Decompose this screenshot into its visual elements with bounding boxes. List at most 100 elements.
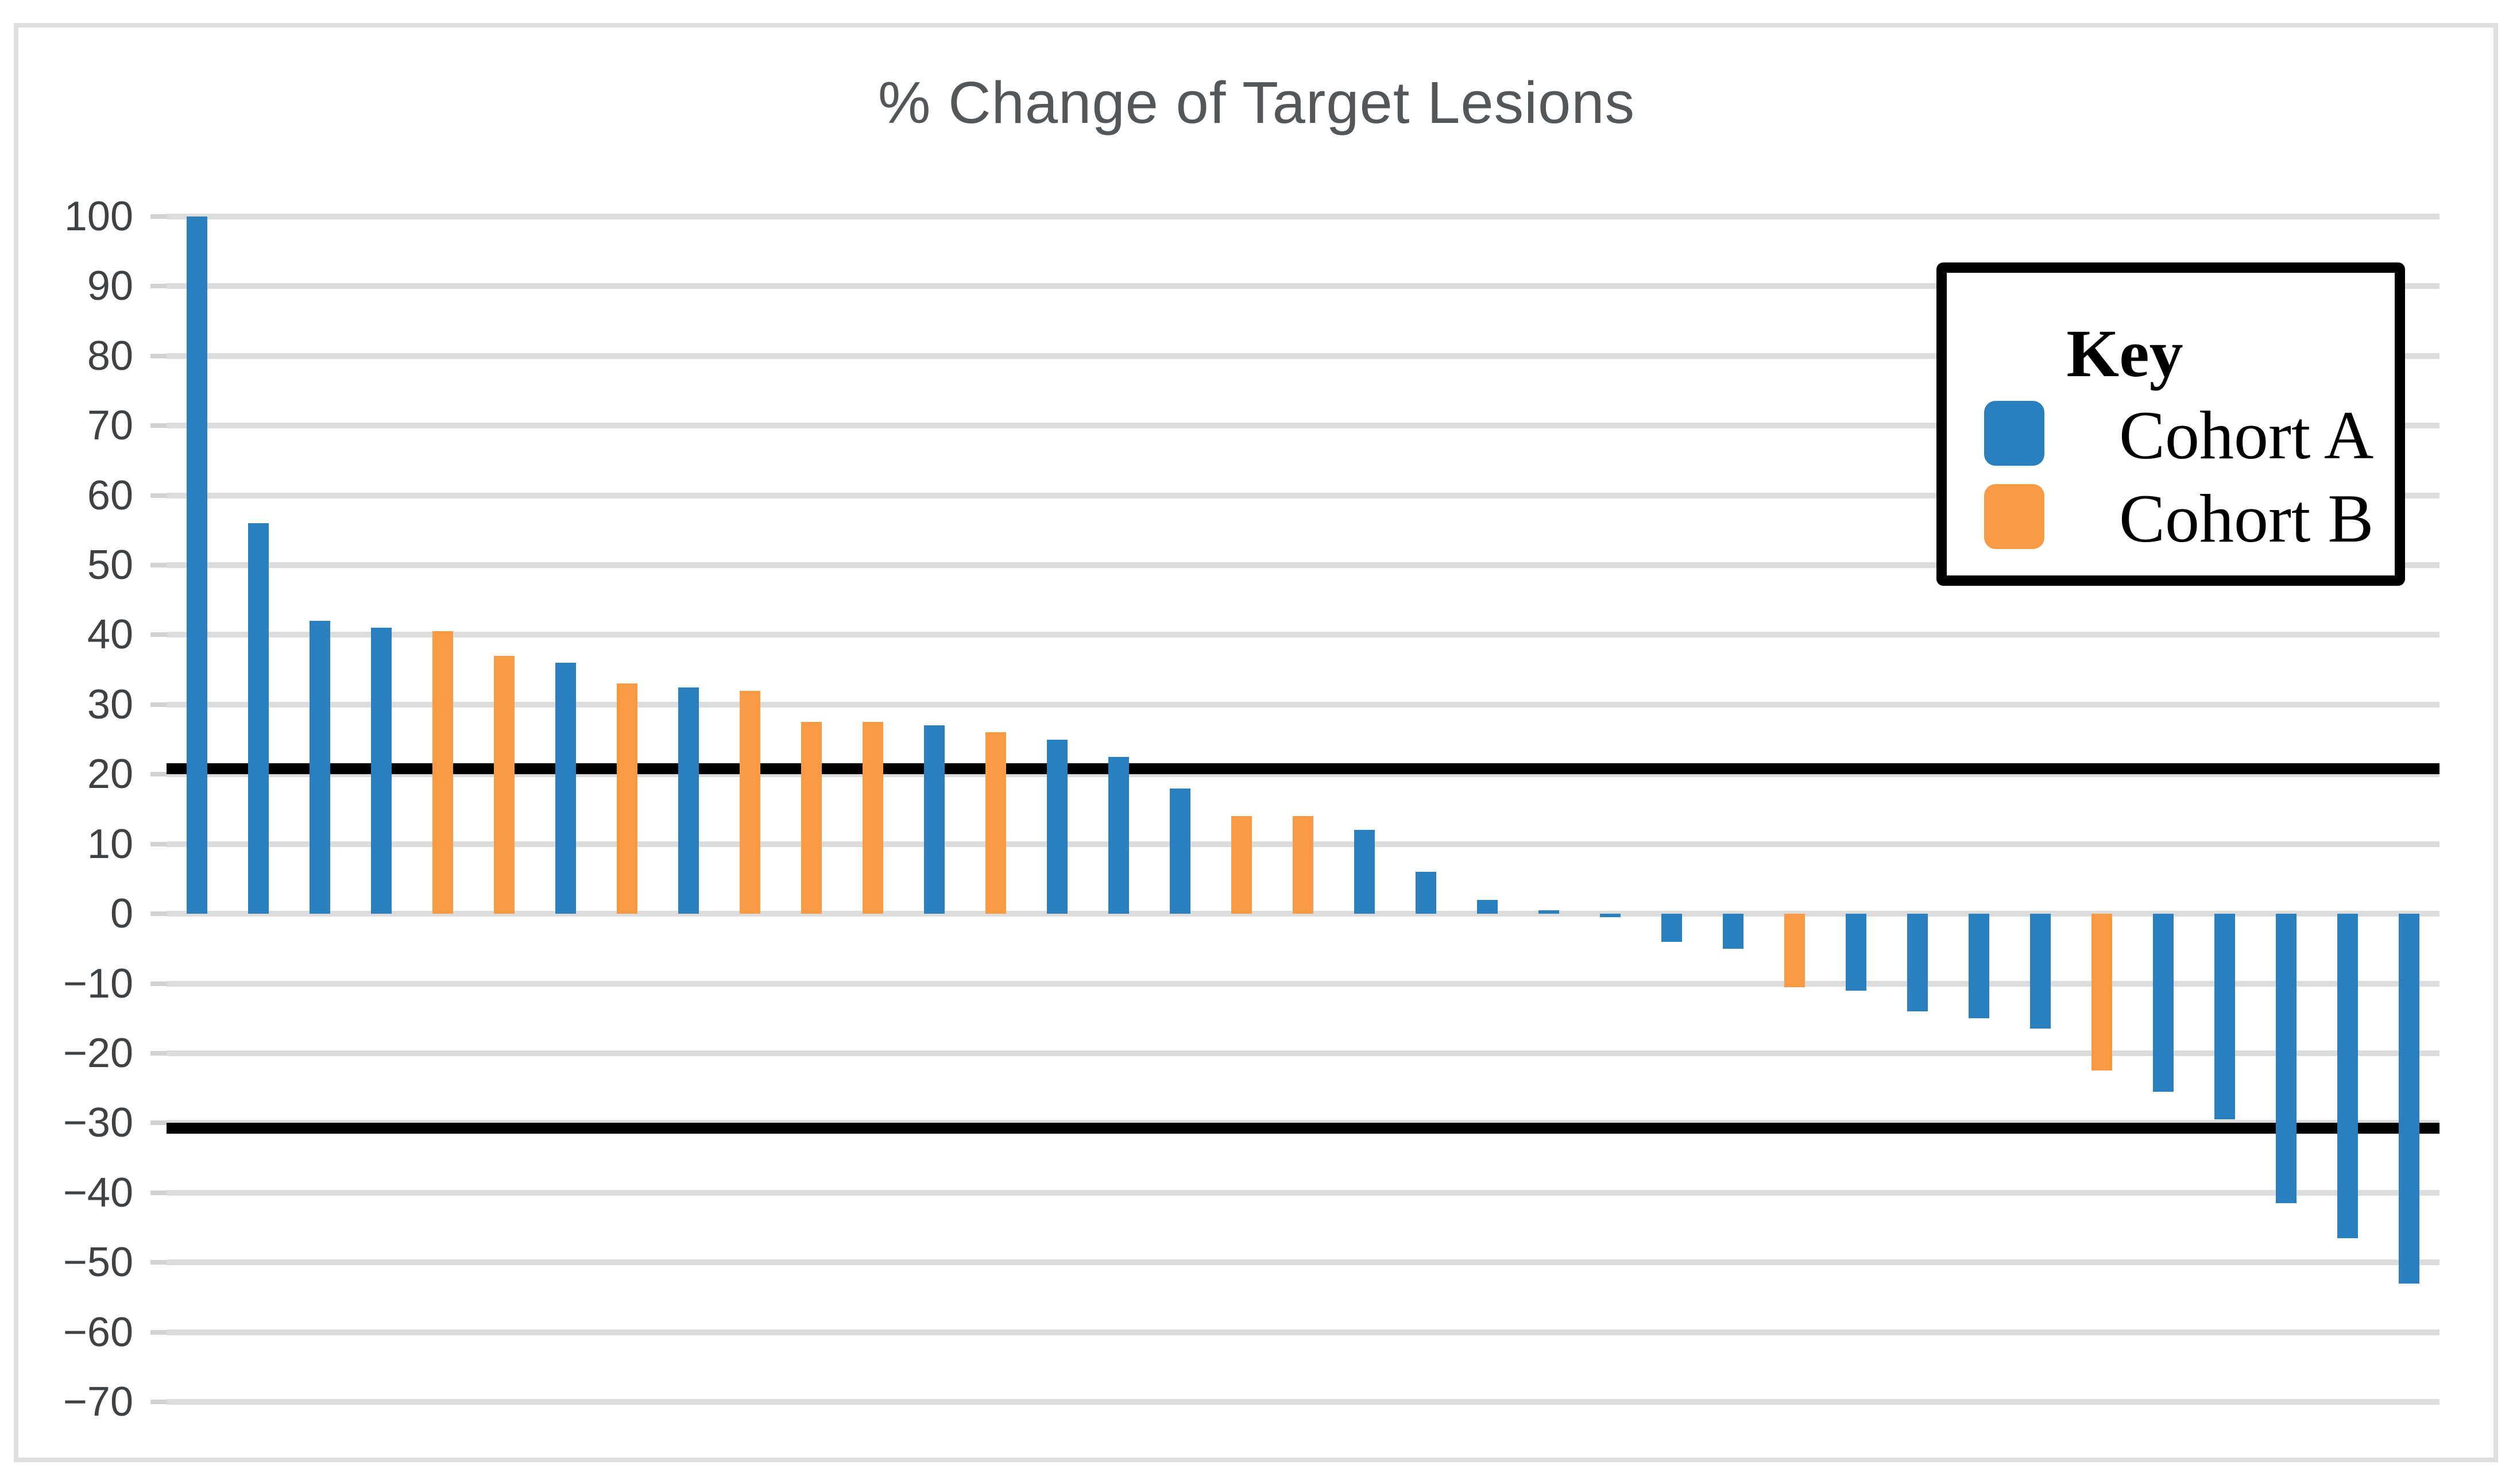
y-tick-label: −30	[63, 1100, 133, 1146]
y-tick	[150, 284, 167, 289]
y-tick-label: −10	[63, 960, 133, 1007]
y-tick-label: 0	[110, 891, 133, 937]
y-tick	[150, 1260, 167, 1265]
waterfall-bar-19-cohort-b	[1293, 816, 1313, 914]
y-tick	[150, 772, 167, 777]
waterfall-bar-23-cohort-a	[1538, 910, 1559, 914]
y-tick	[150, 702, 167, 707]
y-tick	[150, 423, 167, 428]
y-tick-label: 50	[87, 542, 133, 589]
waterfall-bar-37-cohort-a	[2398, 914, 2419, 1284]
y-tick-label: 100	[64, 194, 133, 239]
waterfall-bar-24-cohort-a	[1599, 914, 1621, 918]
y-tick	[150, 981, 167, 986]
legend-label-cohort-a: Cohort A	[2119, 397, 2374, 473]
waterfall-bar-22-cohort-a	[1476, 899, 1498, 914]
y-tick	[150, 632, 167, 637]
waterfall-bar-9-cohort-a	[678, 687, 699, 914]
y-tick	[150, 841, 167, 847]
waterfall-bar-31-cohort-a	[2029, 914, 2051, 1029]
gridline	[167, 283, 2439, 289]
y-tick	[150, 1330, 167, 1335]
waterfall-bar-18-cohort-b	[1231, 816, 1252, 914]
gridline	[167, 1050, 2439, 1056]
waterfall-bar-30-cohort-a	[1968, 914, 1989, 1019]
waterfall-bar-27-cohort-b	[1784, 914, 1805, 987]
y-tick-label: 20	[87, 751, 133, 798]
waterfall-bar-16-cohort-a	[1108, 756, 1130, 914]
gridline	[167, 1399, 2439, 1405]
gridline	[167, 1329, 2439, 1335]
threshold-line-upper	[167, 763, 2439, 775]
waterfall-bar-13-cohort-a	[924, 725, 945, 914]
legend-row-cohort-a: Cohort A	[1947, 401, 2395, 476]
waterfall-bar-5-cohort-b	[432, 631, 454, 914]
waterfall-bar-6-cohort-b	[494, 655, 515, 914]
y-tick-label: −20	[63, 1030, 133, 1076]
threshold-line-lower	[167, 1123, 2439, 1134]
y-tick	[150, 563, 167, 568]
gridline	[167, 1259, 2439, 1266]
gridline	[167, 214, 2439, 219]
gridline	[167, 492, 2439, 498]
gridline	[167, 423, 2439, 429]
legend-swatch-cohort-a	[1984, 401, 2044, 466]
y-tick-label: 60	[87, 472, 133, 519]
y-tick-label: 40	[87, 612, 133, 658]
waterfall-bar-8-cohort-b	[617, 683, 638, 914]
y-tick-label: −70	[63, 1379, 133, 1425]
gridline	[167, 701, 2439, 708]
y-tick	[150, 353, 167, 358]
gridline	[167, 771, 2439, 778]
y-tick	[150, 214, 167, 219]
legend-row-cohort-b: Cohort B	[1947, 484, 2395, 559]
y-tick-label: −40	[63, 1169, 133, 1216]
waterfall-bar-25-cohort-a	[1661, 914, 1682, 942]
waterfall-bar-2-cohort-a	[248, 523, 269, 914]
waterfall-bar-34-cohort-a	[2214, 914, 2235, 1120]
y-tick-label: −50	[63, 1239, 133, 1286]
waterfall-bar-10-cohort-b	[740, 690, 761, 914]
y-tick	[150, 493, 167, 498]
gridline	[167, 353, 2439, 359]
waterfall-bar-26-cohort-a	[1722, 914, 1743, 949]
waterfall-bar-32-cohort-b	[2091, 914, 2112, 1071]
gridline	[167, 1189, 2439, 1196]
waterfall-bar-11-cohort-b	[801, 722, 822, 914]
waterfall-bar-35-cohort-a	[2275, 914, 2297, 1203]
y-tick	[150, 1400, 167, 1404]
waterfall-bar-4-cohort-a	[371, 628, 392, 914]
waterfall-bar-29-cohort-a	[1907, 914, 1928, 1012]
waterfall-bar-1-cohort-a	[187, 217, 208, 914]
y-tick-label: 10	[87, 821, 133, 867]
waterfall-bar-3-cohort-a	[310, 621, 331, 914]
waterfall-bar-14-cohort-b	[985, 732, 1007, 914]
legend-box: Key Cohort A Cohort B	[1936, 262, 2405, 586]
waterfall-bar-20-cohort-a	[1354, 830, 1375, 914]
y-tick	[150, 1190, 167, 1195]
y-tick-label: 90	[87, 263, 133, 310]
waterfall-bar-21-cohort-a	[1415, 872, 1436, 914]
gridline	[167, 911, 2439, 917]
waterfall-bar-17-cohort-a	[1170, 788, 1191, 914]
waterfall-bar-36-cohort-a	[2337, 914, 2358, 1238]
y-tick-label: −60	[63, 1309, 133, 1355]
y-tick	[150, 911, 167, 917]
legend-title: Key	[2066, 316, 2183, 391]
y-tick-label: 70	[87, 403, 133, 449]
y-tick	[150, 1050, 167, 1056]
waterfall-bar-15-cohort-a	[1047, 739, 1068, 914]
y-tick-label: 80	[87, 333, 133, 379]
y-tick-label: 30	[87, 681, 133, 728]
waterfall-bar-28-cohort-a	[1845, 914, 1866, 991]
legend-label-cohort-b: Cohort B	[2119, 480, 2374, 556]
gridline	[167, 562, 2439, 569]
gridline	[167, 980, 2439, 987]
y-tick	[150, 1120, 167, 1126]
waterfall-bar-33-cohort-a	[2152, 914, 2174, 1092]
waterfall-bar-7-cohort-a	[555, 663, 577, 914]
legend-swatch-cohort-b	[1984, 484, 2044, 549]
waterfall-bar-12-cohort-b	[863, 722, 884, 914]
chart-title: % Change of Target Lesions	[877, 69, 1636, 136]
gridline	[167, 632, 2439, 638]
